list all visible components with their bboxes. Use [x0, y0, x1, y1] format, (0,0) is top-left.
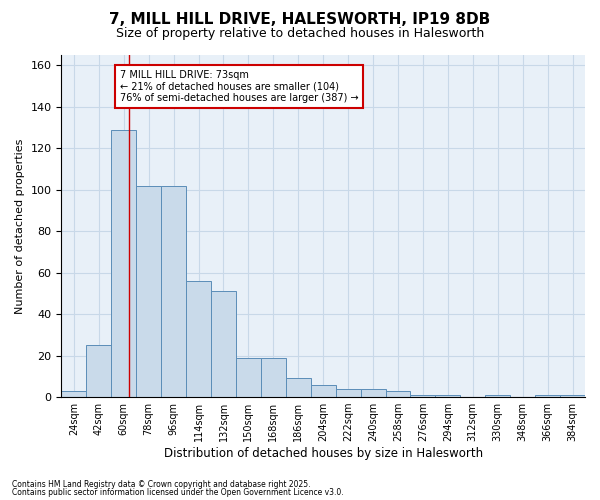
Text: Contains public sector information licensed under the Open Government Licence v3: Contains public sector information licen… [12, 488, 344, 497]
Bar [386, 391, 410, 397]
Bar [311, 384, 335, 397]
Bar [161, 186, 186, 397]
Bar [261, 358, 286, 397]
Bar [236, 358, 261, 397]
X-axis label: Distribution of detached houses by size in Halesworth: Distribution of detached houses by size … [164, 447, 483, 460]
Bar [111, 130, 136, 397]
Text: Size of property relative to detached houses in Halesworth: Size of property relative to detached ho… [116, 28, 484, 40]
Bar [86, 346, 111, 397]
Bar [61, 391, 86, 397]
Bar [560, 395, 585, 397]
Bar [485, 395, 510, 397]
Bar [211, 292, 236, 397]
Bar [535, 395, 560, 397]
Bar [335, 389, 361, 397]
Bar [286, 378, 311, 397]
Bar [361, 389, 386, 397]
Bar [186, 281, 211, 397]
Text: 7 MILL HILL DRIVE: 73sqm
← 21% of detached houses are smaller (104)
76% of semi-: 7 MILL HILL DRIVE: 73sqm ← 21% of detach… [119, 70, 358, 102]
Bar [410, 395, 436, 397]
Y-axis label: Number of detached properties: Number of detached properties [15, 138, 25, 314]
Text: 7, MILL HILL DRIVE, HALESWORTH, IP19 8DB: 7, MILL HILL DRIVE, HALESWORTH, IP19 8DB [109, 12, 491, 28]
Bar [136, 186, 161, 397]
Text: Contains HM Land Registry data © Crown copyright and database right 2025.: Contains HM Land Registry data © Crown c… [12, 480, 311, 489]
Bar [436, 395, 460, 397]
